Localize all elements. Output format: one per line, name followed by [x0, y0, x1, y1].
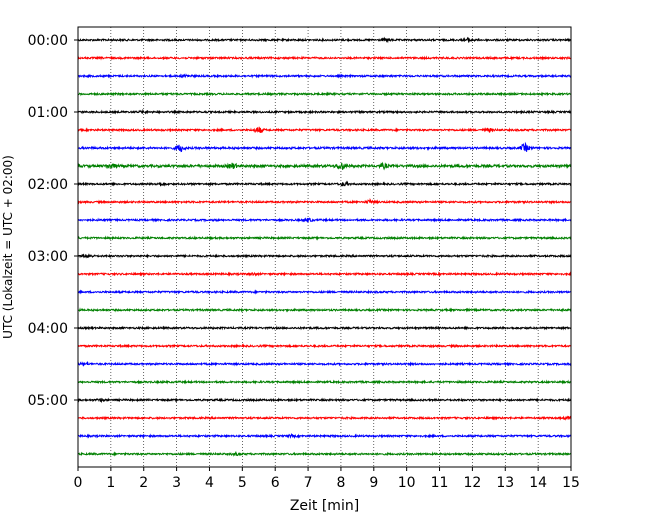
trace-0430 [77, 360, 572, 367]
x-tick-label: 2 [139, 475, 148, 491]
trace-0515 [77, 415, 572, 421]
trace-0330 [77, 289, 572, 295]
x-tick-label: 10 [398, 475, 416, 491]
trace-0130 [77, 141, 572, 153]
trace-0315 [77, 271, 572, 277]
trace-0000 [77, 36, 572, 44]
trace-0545 [77, 450, 572, 457]
trace-0030 [77, 73, 572, 79]
y-tick-label: 03:00 [28, 249, 68, 265]
trace-0115 [77, 126, 572, 134]
y-axis-title: UTC (Lokalzeit = UTC + 02:00) [1, 155, 15, 339]
x-tick-label: 11 [431, 475, 449, 491]
seismic-traces [77, 36, 572, 457]
y-axis-ticks: 00:00 01:00 02:00 03:00 04:00 05:00 [28, 33, 78, 409]
x-tick-label: 7 [304, 475, 313, 491]
y-tick-label: 00:00 [28, 33, 68, 49]
trace-0300 [77, 253, 572, 259]
trace-0045 [77, 91, 572, 97]
trace-0230 [77, 217, 572, 223]
trace-0345 [77, 307, 572, 313]
x-tick-label: 5 [238, 475, 247, 491]
x-tick-label: 9 [369, 475, 378, 491]
trace-0415 [77, 343, 572, 349]
y-tick-label: 05:00 [28, 393, 68, 409]
x-tick-label: 4 [205, 475, 214, 491]
trace-0530 [77, 432, 572, 440]
trace-0500 [77, 397, 572, 404]
x-axis-title: Zeit [min] [290, 498, 359, 514]
x-tick-label: 15 [562, 475, 580, 491]
trace-0145 [77, 161, 572, 171]
x-tick-label: 3 [172, 475, 181, 491]
y-tick-label: 04:00 [28, 321, 68, 337]
x-tick-label: 1 [106, 475, 115, 491]
trace-0200 [77, 180, 572, 187]
trace-0400 [77, 325, 572, 331]
x-tick-label: 6 [271, 475, 280, 491]
y-tick-label: 01:00 [28, 105, 68, 121]
plot-frame [77, 26, 572, 468]
x-tick-label: 13 [496, 475, 514, 491]
x-tick-label: 14 [529, 475, 547, 491]
x-tick-label: 8 [336, 475, 345, 491]
trace-0015 [77, 55, 572, 61]
y-tick-label: 02:00 [28, 177, 68, 193]
trace-0245 [77, 235, 572, 241]
trace-0215 [77, 197, 572, 205]
x-tick-label: 0 [74, 475, 83, 491]
trace-0100 [77, 108, 572, 115]
x-grid [110, 27, 539, 467]
trace-0445 [77, 379, 572, 385]
x-axis-ticks: 0 1 2 3 4 5 6 7 8 9 10 11 12 13 14 15 [74, 467, 580, 491]
x-tick-label: 12 [463, 475, 481, 491]
